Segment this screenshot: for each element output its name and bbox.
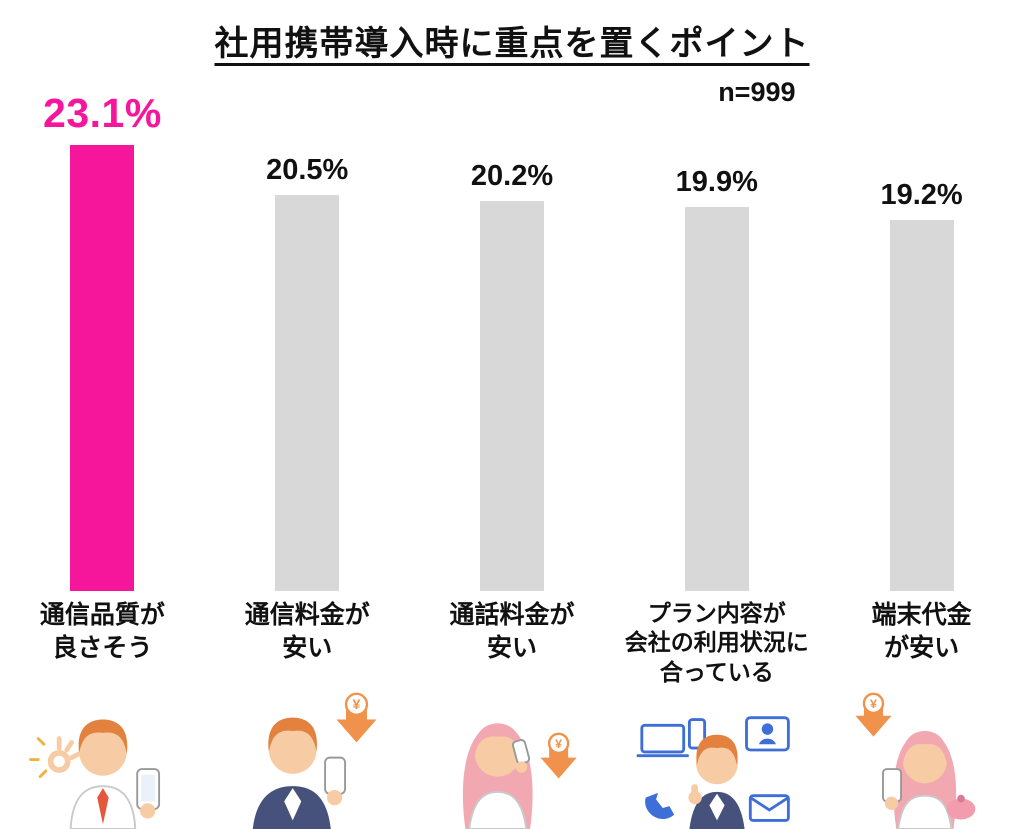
chart-title: 社用携帯導入時に重点を置くポイント bbox=[214, 25, 810, 63]
sample-size-label: n=999 bbox=[718, 77, 796, 107]
bar bbox=[70, 145, 135, 591]
bar bbox=[275, 195, 340, 591]
bar-columns: 23.1% 通信品質が 良さそう bbox=[0, 90, 1024, 829]
ok-hand-icon bbox=[48, 736, 82, 773]
svg-text:¥: ¥ bbox=[555, 737, 562, 751]
chart-header: 社用携帯導入時に重点を置くポイント n=999 bbox=[215, 16, 810, 108]
bar bbox=[889, 220, 954, 591]
category-label: 通話料金が 安い bbox=[449, 601, 575, 662]
value-label: 20.2% bbox=[470, 160, 554, 192]
category-label: 端末代金 が安い bbox=[871, 601, 972, 662]
smartphone-icon bbox=[687, 718, 706, 750]
video-call-icon bbox=[744, 716, 790, 752]
bar-column: 23.1% 通信品質が 良さそう bbox=[0, 90, 205, 829]
smartphone-icon bbox=[881, 768, 902, 803]
yen-down-arrow-icon: ¥ bbox=[540, 732, 577, 779]
value-label: 19.2% bbox=[880, 179, 963, 211]
category-label: 通信料金が 安い bbox=[244, 601, 370, 662]
illustration-man-with-devices bbox=[622, 689, 812, 829]
category-label: 通信品質が 良さそう bbox=[39, 601, 165, 662]
yen-down-arrow-icon: ¥ bbox=[854, 692, 892, 737]
value-label: 19.9% bbox=[675, 166, 758, 198]
category-label: プラン内容が 会社の利用状況に 合っている bbox=[624, 600, 809, 685]
bar-column: 19.9% プラン内容が 会社の利用状況に 合っている bbox=[614, 166, 819, 829]
value-label: 20.5% bbox=[266, 154, 349, 186]
illustration-woman-calling-yen-down-arrow: ¥ bbox=[417, 689, 607, 829]
yen-down-arrow-icon: ¥ bbox=[336, 692, 377, 743]
illustration-man-ok-sign-with-phone bbox=[7, 689, 197, 829]
smartphone-icon bbox=[324, 756, 347, 795]
telephone-icon bbox=[644, 792, 674, 820]
coin-purse-icon bbox=[946, 794, 975, 820]
bar-column: 20.2% 通話料金が 安い ¥ bbox=[410, 160, 615, 829]
laptop-icon bbox=[636, 723, 689, 758]
sparkle-icon bbox=[29, 737, 48, 779]
mail-icon bbox=[748, 794, 790, 822]
bar bbox=[479, 201, 544, 591]
bar-column: 19.2% 端末代金 が安い ¥ bbox=[819, 179, 1024, 829]
svg-text:¥: ¥ bbox=[353, 697, 361, 713]
illustration-woman-phone-purse-yen-down-arrow: ¥ bbox=[827, 689, 1017, 829]
svg-text:¥: ¥ bbox=[870, 697, 877, 711]
smartphone-icon bbox=[136, 768, 161, 810]
bar-column: 20.5% 通信料金が 安い ¥ bbox=[205, 154, 410, 829]
bar bbox=[684, 207, 749, 591]
value-label: 23.1% bbox=[43, 90, 162, 136]
illustration-man-phone-yen-down-arrow: ¥ bbox=[212, 689, 402, 829]
